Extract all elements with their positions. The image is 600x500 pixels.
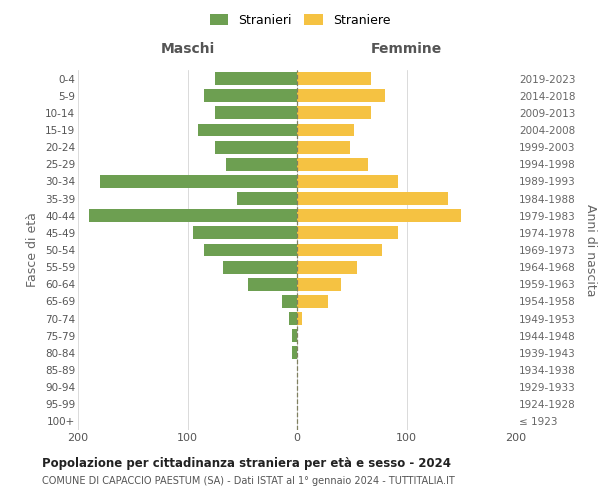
Bar bbox=[292, 346, 297, 360]
Bar bbox=[297, 158, 368, 170]
Bar bbox=[297, 278, 341, 290]
Bar bbox=[297, 140, 350, 153]
Bar bbox=[215, 140, 297, 153]
Bar bbox=[215, 106, 297, 120]
Bar bbox=[297, 260, 357, 274]
Bar bbox=[289, 312, 297, 325]
Bar bbox=[248, 278, 297, 290]
Bar bbox=[223, 260, 297, 274]
Bar bbox=[89, 210, 297, 222]
Bar bbox=[100, 175, 297, 188]
Bar bbox=[297, 175, 398, 188]
Y-axis label: Fasce di età: Fasce di età bbox=[26, 212, 40, 288]
Bar bbox=[204, 90, 297, 102]
Text: Popolazione per cittadinanza straniera per età e sesso - 2024: Popolazione per cittadinanza straniera p… bbox=[42, 458, 451, 470]
Bar bbox=[226, 158, 297, 170]
Text: Femmine: Femmine bbox=[371, 42, 442, 56]
Text: Maschi: Maschi bbox=[160, 42, 215, 56]
Bar bbox=[292, 330, 297, 342]
Bar bbox=[215, 72, 297, 85]
Bar bbox=[297, 106, 371, 120]
Bar bbox=[297, 226, 398, 239]
Bar bbox=[237, 192, 297, 205]
Bar bbox=[297, 72, 371, 85]
Bar bbox=[297, 90, 385, 102]
Bar bbox=[199, 124, 297, 136]
Y-axis label: Anni di nascita: Anni di nascita bbox=[584, 204, 597, 296]
Bar bbox=[297, 124, 354, 136]
Bar bbox=[193, 226, 297, 239]
Bar bbox=[297, 244, 382, 256]
Bar bbox=[297, 192, 448, 205]
Bar bbox=[297, 295, 328, 308]
Bar bbox=[297, 210, 461, 222]
Bar bbox=[281, 295, 297, 308]
Bar bbox=[297, 312, 302, 325]
Bar bbox=[204, 244, 297, 256]
Text: COMUNE DI CAPACCIO PAESTUM (SA) - Dati ISTAT al 1° gennaio 2024 - TUTTITALIA.IT: COMUNE DI CAPACCIO PAESTUM (SA) - Dati I… bbox=[42, 476, 455, 486]
Legend: Stranieri, Straniere: Stranieri, Straniere bbox=[205, 8, 395, 32]
